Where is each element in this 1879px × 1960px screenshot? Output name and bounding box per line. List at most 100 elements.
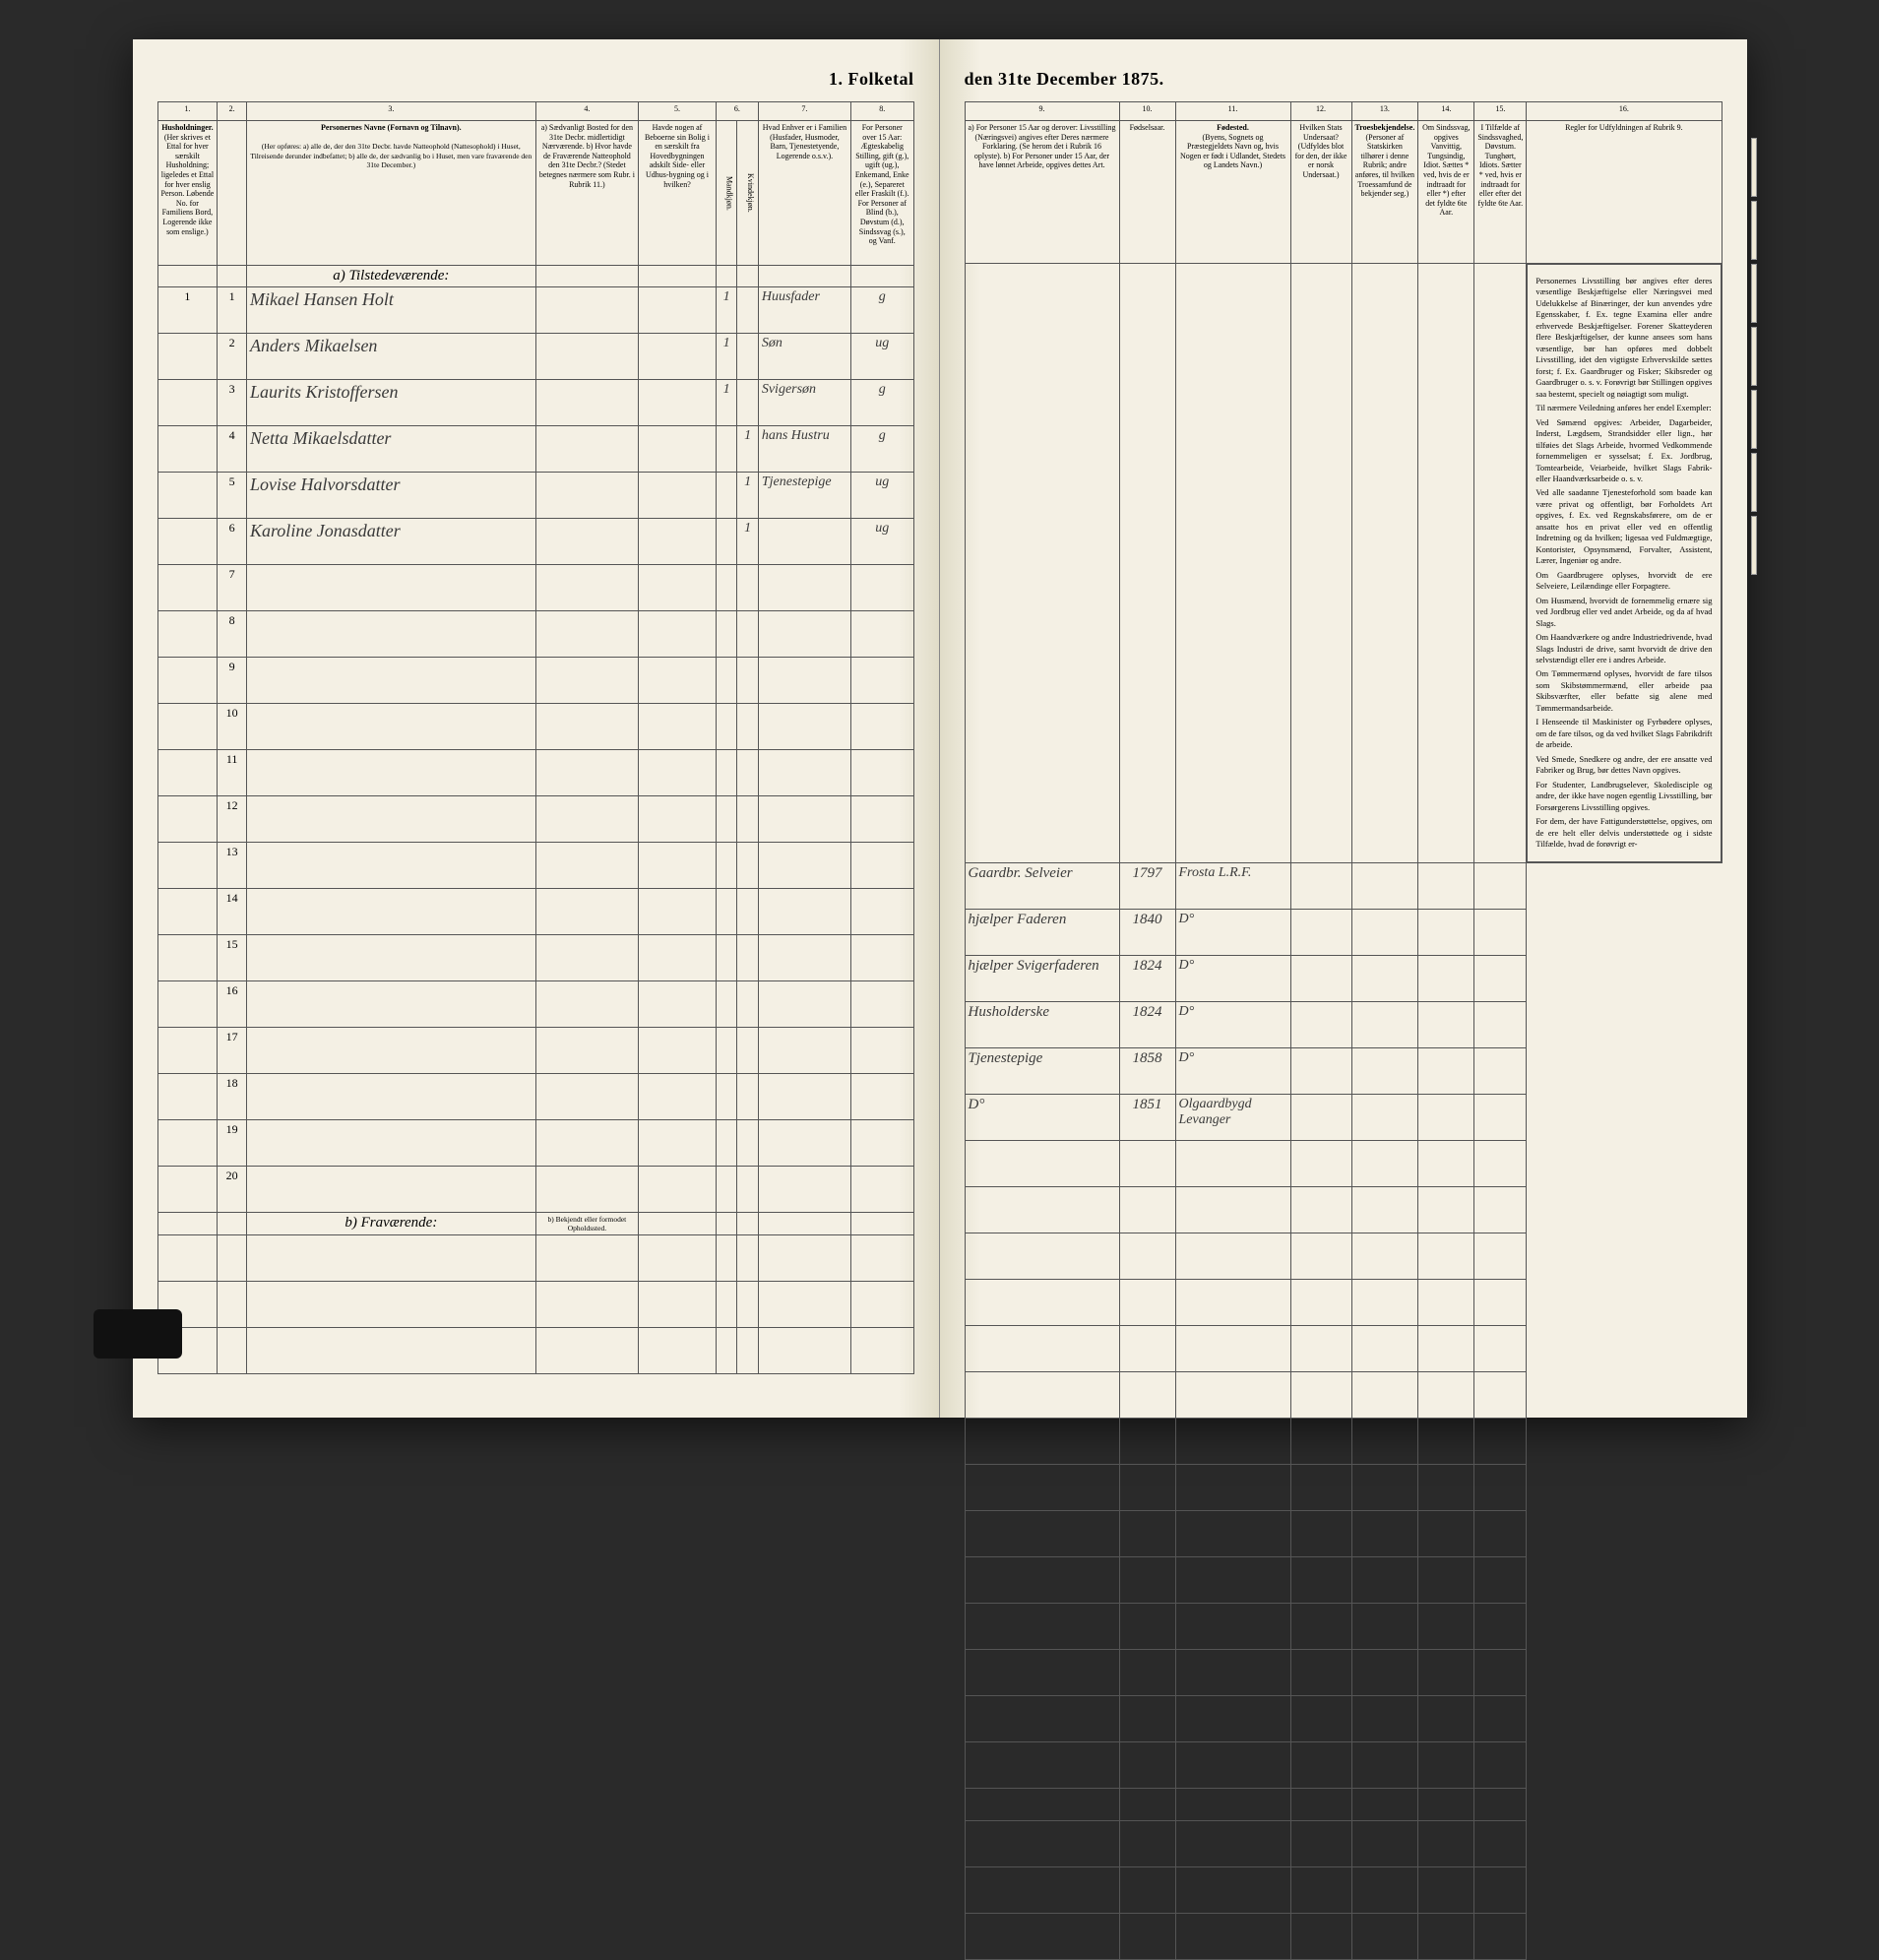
header-3: Personernes Navne (Fornavn og Tilnavn).(… [246, 121, 535, 266]
table-row: 4Netta Mikaelsdatter1hans Hustrug [157, 426, 913, 473]
cell-12 [1290, 955, 1351, 1001]
cell-5 [639, 519, 717, 565]
person-num: 13 [218, 843, 247, 889]
cell-14 [1418, 909, 1474, 955]
header-2 [218, 121, 247, 266]
section-a-label: a) Tilstedeværende: [246, 266, 535, 287]
cell-12 [1290, 909, 1351, 955]
col-num-2: 2. [218, 102, 247, 121]
cell-13 [1351, 909, 1418, 955]
person-num: 14 [218, 889, 247, 935]
person-num: 5 [218, 473, 247, 519]
column-number-row: 9. 10. 11. 12. 13. 14. 15. 16. [965, 102, 1722, 121]
cell-occupation: Gaardbr. Selveier [965, 862, 1119, 909]
edge-tab [1751, 201, 1757, 260]
edge-tab [1751, 327, 1757, 386]
table-row: 10 [157, 704, 913, 750]
cell-female [737, 380, 758, 426]
table-row [965, 1464, 1722, 1510]
cell-female [737, 287, 758, 334]
table-row: D°1851Olgaardbygd Levanger [965, 1094, 1722, 1140]
table-row: Tjenestepige1858D° [965, 1047, 1722, 1094]
header-12: Hvilken Stats Undersaat?(Udfyldes blot f… [1290, 121, 1351, 264]
person-num: 2 [218, 334, 247, 380]
table-row: 17 [157, 1028, 913, 1074]
cell-14 [1418, 1094, 1474, 1140]
cell-family-pos: Tjenestepige [758, 473, 850, 519]
rules-paragraph: Til nærmere Veiledning anføres her endel… [1535, 403, 1712, 413]
person-num: 19 [218, 1120, 247, 1167]
cell-15 [1474, 1001, 1527, 1047]
cell-birthyear: 1851 [1119, 1094, 1175, 1140]
census-table-right: 9. 10. 11. 12. 13. 14. 15. 16. a) For Pe… [965, 101, 1722, 1960]
cell-5 [639, 334, 717, 380]
table-row: 11 [157, 750, 913, 796]
household-num [157, 334, 218, 380]
cell-15 [1474, 862, 1527, 909]
cell-12 [1290, 1094, 1351, 1140]
table-row [965, 1140, 1722, 1186]
table-row [965, 1371, 1722, 1418]
header-8: For Personer over 15 Aar: Ægteskabelig S… [851, 121, 914, 266]
cell-birthyear: 1824 [1119, 1001, 1175, 1047]
table-row: 16 [157, 981, 913, 1028]
cell-12 [1290, 1047, 1351, 1094]
table-row: 5Lovise Halvorsdatter1Tjenestepigeug [157, 473, 913, 519]
cell-13 [1351, 1047, 1418, 1094]
cell-marital: g [851, 287, 914, 334]
cell-occupation: Husholderske [965, 1001, 1119, 1047]
table-row: 18 [157, 1074, 913, 1120]
table-row [965, 1279, 1722, 1325]
person-num: 18 [218, 1074, 247, 1120]
edge-tab [1751, 516, 1757, 575]
cell-marital: ug [851, 519, 914, 565]
col-num-14: 14. [1418, 102, 1474, 121]
cell-family-pos [758, 519, 850, 565]
header-16: Regler for Udfyldningen af Rubrik 9. [1527, 121, 1722, 264]
cell-5 [639, 426, 717, 473]
cell-13 [1351, 955, 1418, 1001]
cell-occupation: D° [965, 1094, 1119, 1140]
section-b-row-right [965, 1788, 1722, 1820]
header-10: Fødselsaar. [1119, 121, 1175, 264]
table-row: 6Karoline Jonasdatter1ug [157, 519, 913, 565]
rules-paragraph: For Studenter, Landbrugselever, Skoledis… [1535, 780, 1712, 813]
cell-13 [1351, 1001, 1418, 1047]
header-6b: Kvindekjøn. [737, 121, 758, 266]
rules-paragraph: I Henseende til Maskinister og Fyrbødere… [1535, 717, 1712, 750]
table-row [965, 1325, 1722, 1371]
table-row [965, 1418, 1722, 1464]
person-num: 11 [218, 750, 247, 796]
table-row [965, 1695, 1722, 1741]
table-row [965, 1233, 1722, 1279]
person-num: 15 [218, 935, 247, 981]
cell-12 [1290, 862, 1351, 909]
cell-birthplace: D° [1175, 1047, 1290, 1094]
person-num: 3 [218, 380, 247, 426]
person-num: 7 [218, 565, 247, 611]
edge-tab [1751, 390, 1757, 449]
cell-birthyear: 1858 [1119, 1047, 1175, 1094]
header-4: a) Sædvanligt Bosted for den 31te Decbr.… [535, 121, 638, 266]
rules-paragraph: Personernes Livsstilling bør angives eft… [1535, 276, 1712, 400]
table-row: hjælper Faderen1840D° [965, 909, 1722, 955]
household-num [157, 473, 218, 519]
edge-tab [1751, 264, 1757, 323]
cell-12 [1290, 1001, 1351, 1047]
cell-female [737, 334, 758, 380]
table-row [965, 1556, 1722, 1603]
cell-4 [535, 519, 638, 565]
person-name: Karoline Jonasdatter [246, 519, 535, 565]
cell-male: 1 [716, 287, 736, 334]
header-5: Havde nogen af Beboerne sin Bolig i en s… [639, 121, 717, 266]
cell-birthplace: Frosta L.R.F. [1175, 862, 1290, 909]
person-name: Mikael Hansen Holt [246, 287, 535, 334]
table-row: 15 [157, 935, 913, 981]
table-row: 13 [157, 843, 913, 889]
cell-15 [1474, 1094, 1527, 1140]
person-num: 9 [218, 658, 247, 704]
rules-cell: Personernes Livsstilling bør angives eft… [1527, 264, 1722, 863]
cell-family-pos: Svigersøn [758, 380, 850, 426]
edge-tab [1751, 138, 1757, 197]
cell-male [716, 426, 736, 473]
